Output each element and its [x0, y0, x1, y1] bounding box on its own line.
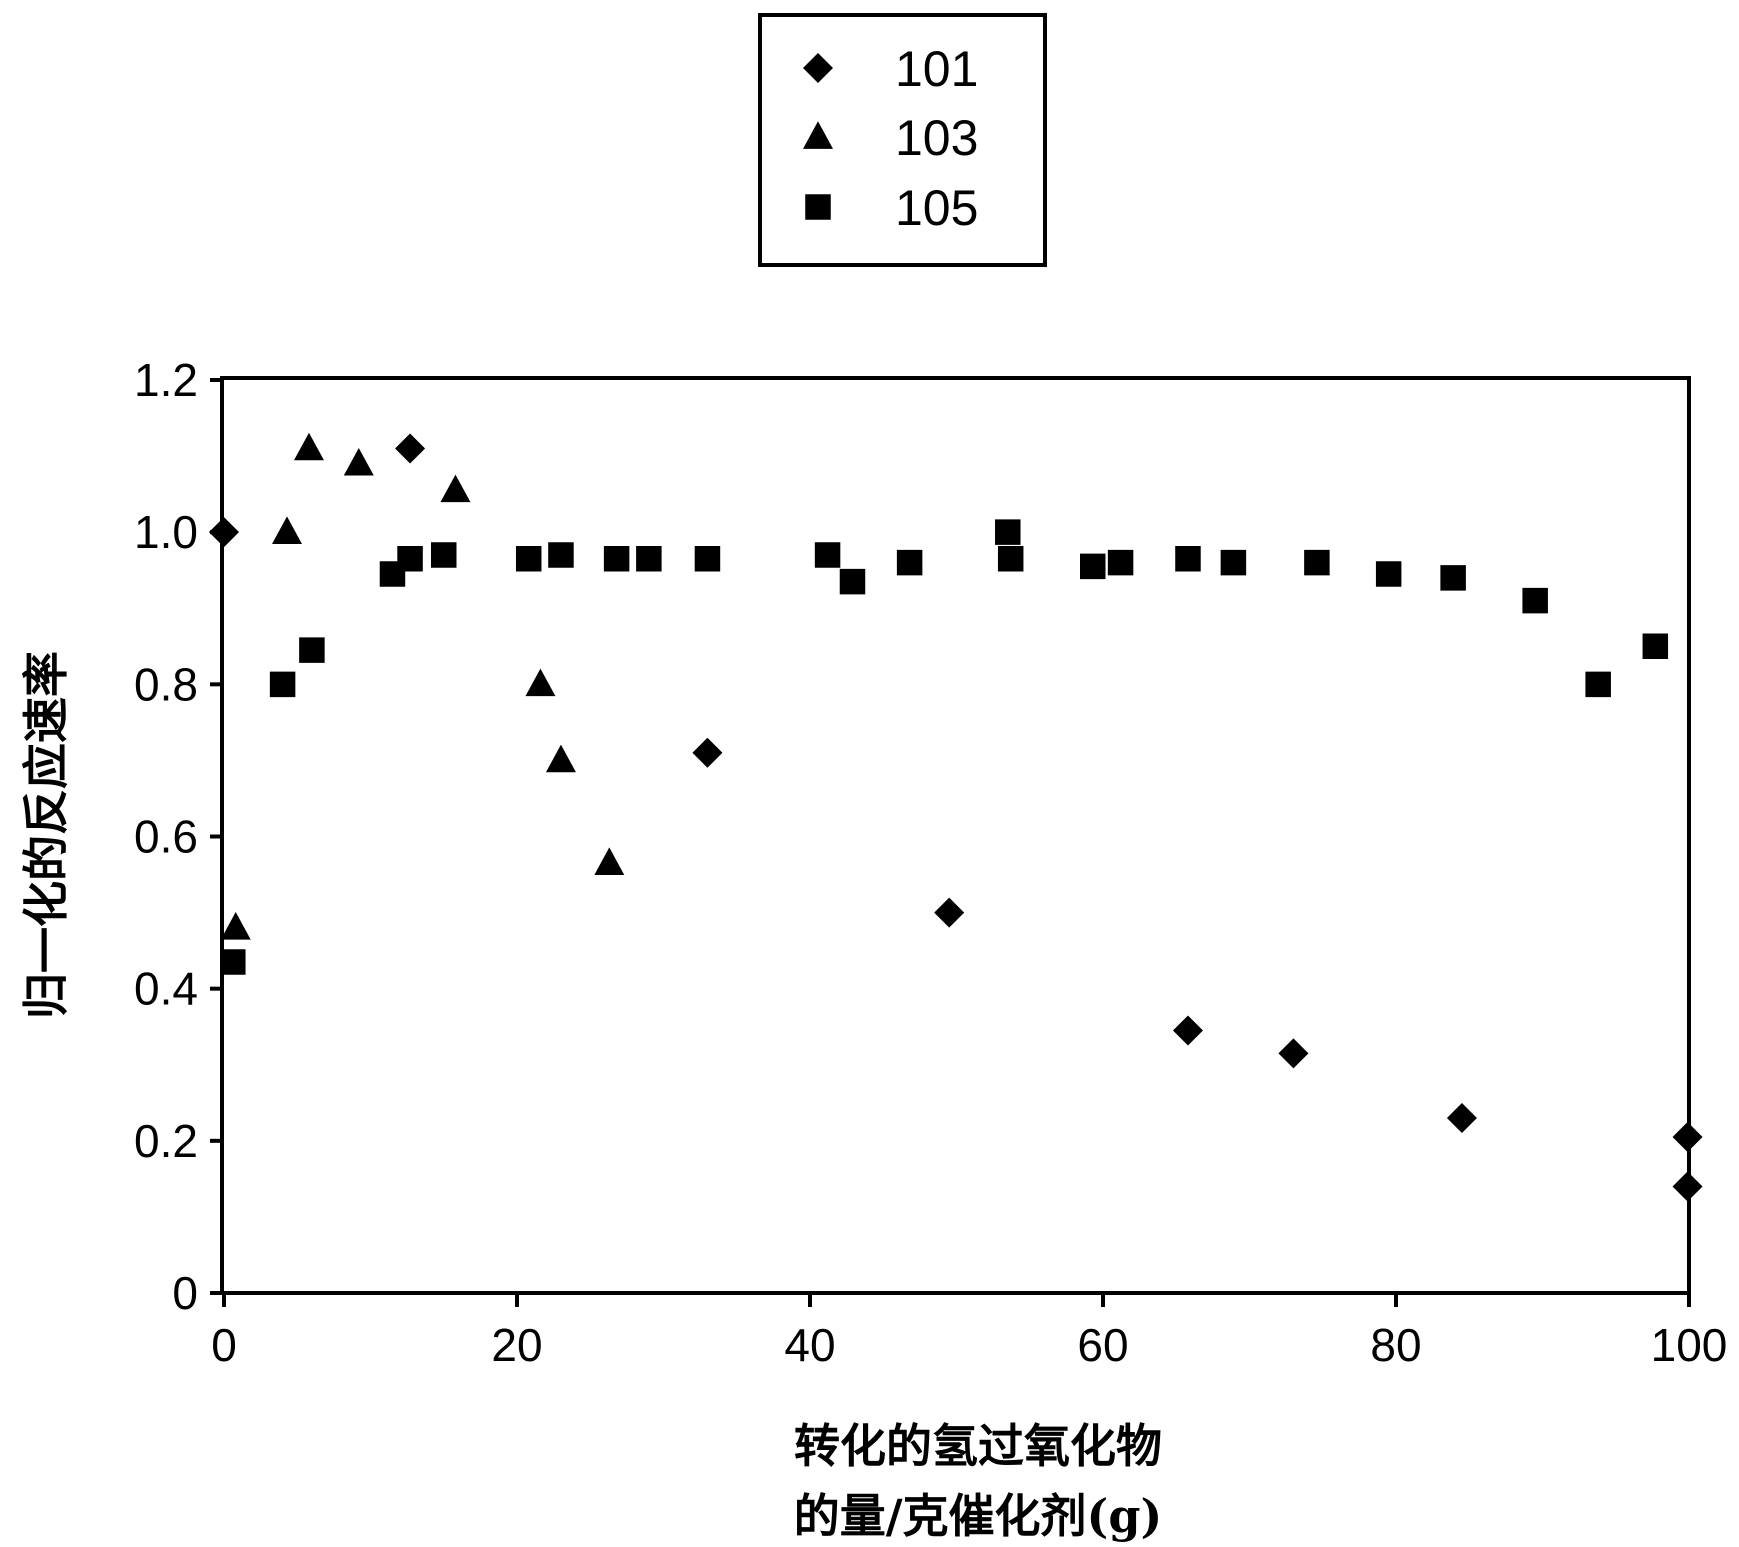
plot-area-frame	[222, 378, 1689, 1293]
data-markers	[209, 433, 1703, 1202]
series-105-point	[998, 546, 1024, 572]
series-101-point	[395, 433, 425, 463]
series-101-point	[1278, 1038, 1308, 1068]
legend-label: 103	[895, 110, 978, 166]
y-tick-label: 1.0	[134, 506, 198, 558]
y-axis-title: 归一化的反应速率	[19, 651, 73, 1019]
x-axis: 0 20 40 60 80 100	[211, 1293, 1727, 1371]
series-105-point	[431, 542, 457, 568]
series-103-point	[525, 669, 555, 697]
x-tick-label: 20	[491, 1319, 542, 1371]
series-105-point	[1175, 546, 1201, 572]
x-axis-title-line1: 转化的氢过氧化物	[794, 1419, 1162, 1473]
series-105-point	[397, 546, 423, 572]
series-101-point	[1673, 1122, 1703, 1152]
series-105-point	[1376, 561, 1402, 587]
series-105-point	[840, 569, 866, 595]
y-tick-label: 0.8	[134, 658, 198, 710]
legend-label: 101	[895, 41, 978, 97]
series-101-point	[209, 517, 239, 547]
series-101-point	[934, 898, 964, 928]
series-105-point	[1304, 550, 1330, 576]
series-101-point	[1173, 1016, 1203, 1046]
y-tick-label: 0.6	[134, 811, 198, 863]
series-101-point	[1447, 1103, 1477, 1133]
series-103-point	[294, 433, 324, 461]
series-105-point	[897, 550, 923, 576]
x-tick-label: 60	[1077, 1319, 1128, 1371]
y-tick-label: 0.2	[134, 1115, 198, 1167]
legend: 101 103 105	[760, 15, 1045, 265]
series-105-point	[995, 519, 1021, 545]
series-105-point	[1221, 550, 1247, 576]
series-105-point	[270, 672, 296, 698]
x-tick-label: 80	[1370, 1319, 1421, 1371]
legend-marker-square	[805, 194, 831, 220]
series-105-point	[1440, 565, 1466, 591]
series-105-point	[1643, 634, 1669, 660]
x-tick-label: 0	[211, 1319, 237, 1371]
series-103-point	[594, 847, 624, 875]
series-105-point	[1585, 672, 1611, 698]
series-105-point	[815, 542, 841, 568]
series-105-point	[220, 949, 246, 975]
series-105-point	[548, 542, 574, 568]
series-105-point	[516, 546, 542, 572]
series-105-point	[604, 546, 630, 572]
series-103-point	[272, 516, 302, 544]
series-101-point	[692, 738, 722, 768]
x-tick-label: 100	[1651, 1319, 1728, 1371]
x-tick-label: 40	[784, 1319, 835, 1371]
x-axis-title-line2: 的量/克催化剂(g)	[794, 1489, 1163, 1543]
series-103-point	[344, 448, 374, 476]
series-105-point	[1080, 554, 1106, 580]
y-tick-label: 0	[172, 1267, 198, 1319]
y-tick-label: 1.2	[134, 354, 198, 406]
series-105-point	[695, 546, 721, 572]
series-103-point	[221, 912, 251, 940]
series-103-point	[440, 475, 470, 503]
series-101-point	[1673, 1171, 1703, 1201]
series-105-point	[1108, 550, 1134, 576]
series-103-point	[546, 745, 576, 773]
series-105-point	[1522, 588, 1548, 614]
series-105-point	[299, 637, 325, 663]
series-105-point	[636, 546, 662, 572]
y-tick-label: 0.4	[134, 963, 198, 1015]
legend-label: 105	[895, 180, 978, 236]
y-axis: 0 0.2 0.4 0.6 0.8 1.0 1.2	[134, 354, 224, 1319]
